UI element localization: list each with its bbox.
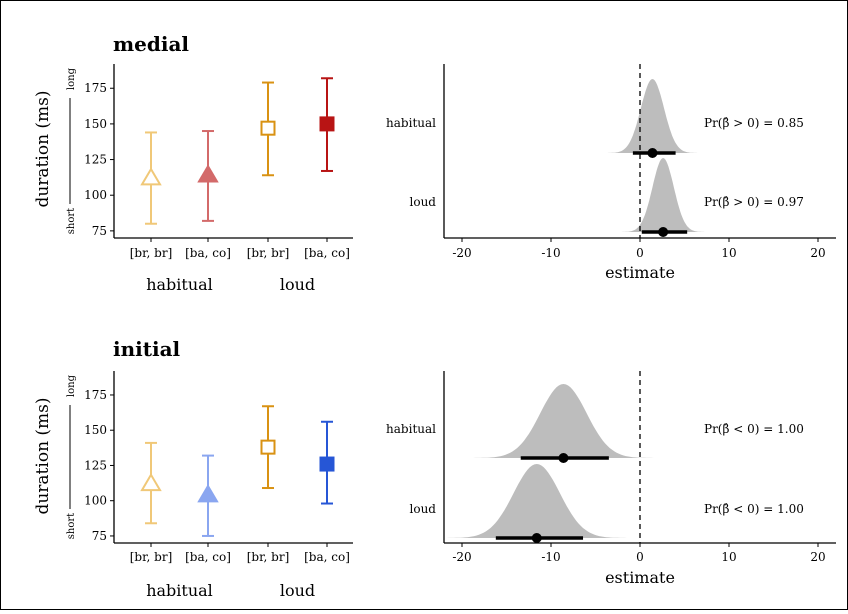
point-marker-square <box>319 116 335 132</box>
y-axis-label-medial: duration (ms) <box>33 90 53 207</box>
point-marker-triangle <box>197 484 219 503</box>
x-tick-label: 10 <box>721 550 736 564</box>
point-marker-square <box>319 456 335 472</box>
y-tick-label: 75 <box>92 529 107 543</box>
x-category-label: [ba, co] <box>185 550 231 564</box>
x-axis-label-medial: estimate <box>605 263 675 282</box>
point-estimate <box>647 148 658 158</box>
x-category-label: [ba, co] <box>304 246 350 260</box>
density-area <box>606 79 699 153</box>
x-category-label: [br, br] <box>130 550 173 564</box>
x-tick-label: 10 <box>721 246 736 260</box>
y-axis-label-initial: duration (ms) <box>33 397 53 514</box>
x-tick-label: 0 <box>636 550 644 564</box>
x-tick-label: 20 <box>810 246 825 260</box>
density-area <box>444 464 630 538</box>
x-category-label: [br, br] <box>247 550 290 564</box>
group-label: loud <box>280 581 315 600</box>
x-category-label: [br, br] <box>130 246 173 260</box>
y-side-short-medial: short <box>66 208 77 234</box>
x-tick-label: 20 <box>810 550 825 564</box>
y-tick-label: 125 <box>84 458 107 472</box>
x-axis-label-initial: estimate <box>605 568 675 587</box>
y-tick-label: 125 <box>84 153 107 167</box>
x-tick-label: -10 <box>541 246 560 260</box>
row-label: loud <box>410 195 437 209</box>
point-marker-square <box>260 120 276 136</box>
y-side-long-medial: long <box>66 67 77 90</box>
point-marker-triangle <box>140 167 162 186</box>
row-label: habitual <box>386 422 436 436</box>
point-marker-square <box>260 439 276 455</box>
y-tick-label: 75 <box>92 224 107 238</box>
y-side-short-initial: short <box>66 513 77 539</box>
row-label: loud <box>410 502 437 516</box>
y-tick-label: 100 <box>84 188 107 202</box>
row-label: habitual <box>386 116 436 130</box>
x-category-label: [ba, co] <box>185 246 231 260</box>
panel-title-medial: medial <box>113 32 189 56</box>
x-category-label: [br, br] <box>247 246 290 260</box>
x-tick-label: -10 <box>541 550 560 564</box>
panel-title-initial: initial <box>113 337 181 361</box>
point-marker-triangle <box>197 164 219 183</box>
point-estimate <box>558 453 569 463</box>
y-tick-label: 175 <box>84 81 107 95</box>
point-marker-triangle <box>140 472 162 492</box>
point-estimate <box>531 533 542 543</box>
y-tick-label: 100 <box>84 494 107 508</box>
density-area <box>470 384 656 458</box>
probability-label: Pr(β̂ < 0) = 1.00 <box>704 502 804 516</box>
probability-label: Pr(β̂ > 0) = 0.97 <box>704 195 804 209</box>
y-tick-label: 150 <box>84 423 107 437</box>
y-side-long-initial: long <box>66 374 77 397</box>
x-tick-label: -20 <box>452 246 471 260</box>
y-tick-label: 150 <box>84 117 107 131</box>
x-tick-label: -20 <box>452 550 471 564</box>
x-category-label: [ba, co] <box>304 550 350 564</box>
probability-label: Pr(β̂ < 0) = 1.00 <box>704 422 804 436</box>
group-label: loud <box>280 275 315 294</box>
probability-label: Pr(β̂ > 0) = 0.85 <box>704 116 804 130</box>
group-label: habitual <box>146 581 213 600</box>
density-area <box>620 158 706 232</box>
group-label: habitual <box>146 275 213 294</box>
point-estimate <box>658 227 669 237</box>
x-tick-label: 0 <box>636 246 644 260</box>
y-tick-label: 175 <box>84 388 107 402</box>
